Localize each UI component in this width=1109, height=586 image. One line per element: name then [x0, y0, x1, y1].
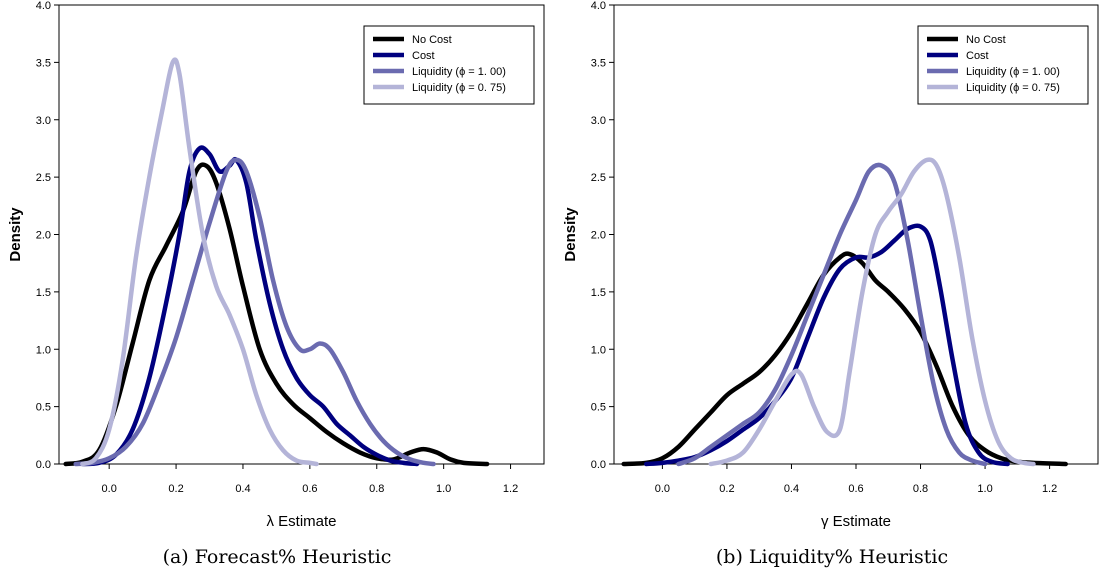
- y-tick-label: 3.0: [591, 115, 606, 127]
- y-tick-label: 0.5: [591, 402, 606, 414]
- x-tick-label: 0.6: [848, 483, 863, 495]
- x-tick-label: 0.4: [784, 483, 799, 495]
- legend-label: Liquidity (ϕ = 0. 75): [412, 82, 506, 94]
- x-axis-title: λ Estimate: [266, 513, 336, 530]
- y-tick-label: 1.0: [591, 344, 606, 356]
- x-tick-label: 1.2: [503, 483, 518, 495]
- y-tick-label: 0.0: [36, 459, 51, 471]
- x-tick-label: 0.8: [913, 483, 928, 495]
- y-tick-label: 1.5: [36, 287, 51, 299]
- series-line: [63, 162, 490, 467]
- x-tick-label: 0.2: [719, 483, 734, 495]
- y-tick-label: 2.5: [36, 172, 51, 184]
- x-tick-label: 0.0: [102, 483, 117, 495]
- x-tick-label: 0.0: [655, 483, 670, 495]
- caption-forecast-heuristic: (a) Forecast% Heuristic: [162, 546, 392, 568]
- series-line: [708, 157, 1036, 467]
- x-tick-label: 0.4: [235, 483, 250, 495]
- y-tick-label: 2.5: [591, 172, 606, 184]
- y-tick-label: 3.5: [591, 57, 606, 69]
- x-tick-label: 1.0: [977, 483, 992, 495]
- x-tick-label: 0.2: [168, 483, 183, 495]
- y-tick-label: 4.0: [591, 0, 606, 12]
- y-tick-label: 2.0: [36, 230, 51, 242]
- legend-label: Cost: [966, 50, 989, 62]
- y-tick-label: 1.0: [36, 344, 51, 356]
- x-tick-label: 0.6: [302, 483, 317, 495]
- series-line: [73, 157, 436, 467]
- y-tick-label: 4.0: [36, 0, 51, 12]
- y-axis-title: Density: [562, 207, 579, 262]
- chart-liquidity-heuristic: 0.0 0.5 1.0 1.5 2.0 2.5 3.0 3.5 4.0 0.0 0.2 0.4 0.6 0…: [562, 0, 1099, 530]
- legend-label: No Cost: [966, 34, 1006, 46]
- y-tick-label: 3.5: [36, 57, 51, 69]
- y-tick-label: 1.5: [591, 287, 606, 299]
- panel-forecast-heuristic: 0.0 0.5 1.0 1.5 2.0 2.5 3.0 3.5 4.0 0.0 0.2 0.4 0.6 0…: [0, 0, 554, 586]
- series-line: [676, 162, 988, 467]
- series-line: [621, 251, 1068, 467]
- x-axis-title: γ Estimate: [821, 513, 891, 530]
- x-tick-label: 1.0: [436, 483, 451, 495]
- y-tick-label: 3.0: [36, 115, 51, 127]
- y-tick-label: 0.0: [591, 459, 606, 471]
- y-tick-label: 2.0: [591, 230, 606, 242]
- y-axis-title: Density: [7, 207, 24, 262]
- legend-label: Liquidity (ϕ = 1. 00): [412, 66, 506, 78]
- chart-forecast-heuristic: 0.0 0.5 1.0 1.5 2.0 2.5 3.0 3.5 4.0 0.0 0.2 0.4 0.6 0…: [7, 0, 545, 530]
- legend-label: Liquidity (ϕ = 0. 75): [966, 82, 1060, 94]
- series-line: [644, 223, 1010, 467]
- series-line: [80, 145, 420, 467]
- legend-label: No Cost: [412, 34, 452, 46]
- series-line: [80, 57, 319, 467]
- x-tick-label: 1.2: [1042, 483, 1057, 495]
- legend-label: Cost: [412, 50, 435, 62]
- x-tick-label: 0.8: [369, 483, 384, 495]
- panel-liquidity-heuristic: 0.0 0.5 1.0 1.5 2.0 2.5 3.0 3.5 4.0 0.0 0.2 0.4 0.6 0…: [555, 0, 1109, 586]
- caption-liquidity-heuristic: (b) Liquidity% Heuristic: [715, 546, 949, 568]
- legend-label: Liquidity (ϕ = 1. 00): [966, 66, 1060, 78]
- y-tick-label: 0.5: [36, 402, 51, 414]
